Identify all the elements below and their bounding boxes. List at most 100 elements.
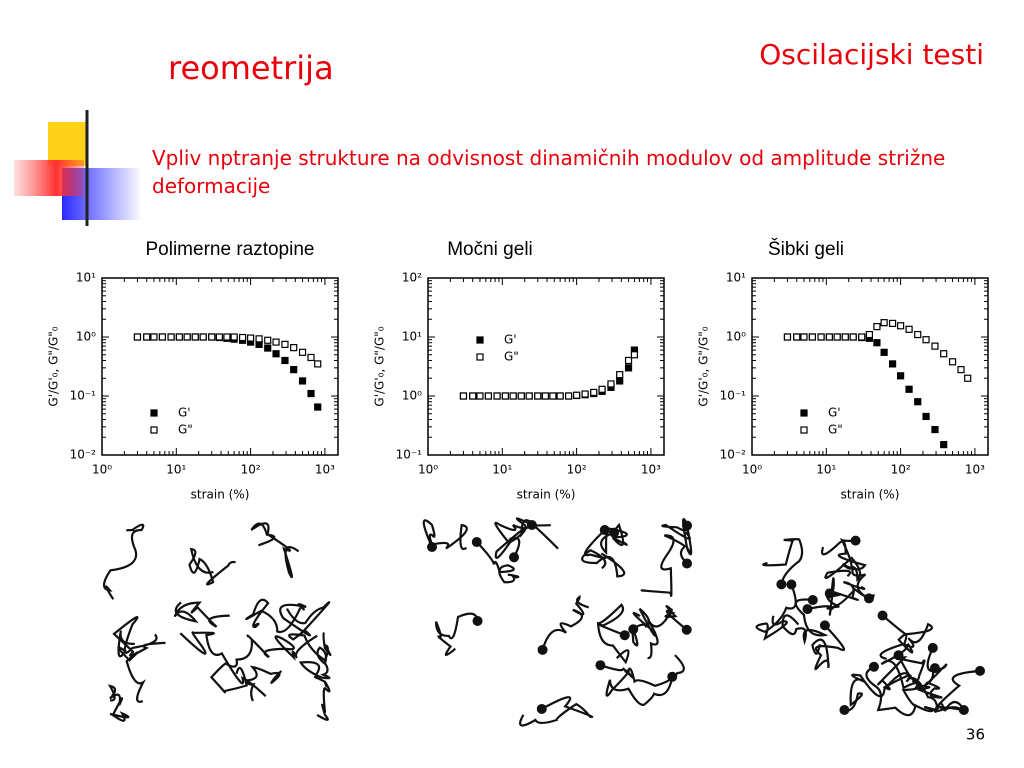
chain [279,601,331,637]
network-drawing [102,522,332,722]
chain [107,684,130,722]
data-point [808,333,817,341]
crosslink [509,552,520,563]
deco-yellow [48,122,88,166]
data-point [133,333,142,341]
legend-label: G' [828,406,841,420]
legend-marker [800,426,808,434]
data-point [581,390,589,398]
chain [811,624,846,671]
data-point [150,333,158,341]
chain [596,603,630,665]
crosslink [877,610,888,621]
chain [605,669,674,706]
data-point [290,344,298,352]
data-point [624,364,633,372]
data-point [208,333,216,341]
data-point [281,356,289,365]
x-tick-label: 10¹ [816,463,836,477]
x-axis-label: strain (%) [191,488,250,502]
chain [600,522,628,556]
data-point [247,334,255,342]
chain [475,541,520,584]
x-tick-label: 10³ [641,463,661,477]
data-point [314,403,322,411]
legend-marker [800,409,808,417]
data-point [255,335,263,343]
y-tick-label: 10⁰ [402,389,422,403]
data-point [476,392,484,400]
data-point [307,353,315,362]
crosslink [681,624,692,635]
data-point [940,350,948,358]
chain [600,654,685,687]
crosslink [975,665,985,676]
x-tick-label: 10⁰ [418,463,438,477]
chart-title: Močni geli [447,239,533,260]
data-point [948,358,957,366]
data-point [964,374,972,382]
legend-label: G' [504,333,517,347]
data-point [509,392,517,400]
data-point [281,340,289,348]
chain [913,669,981,713]
data-point [298,377,307,385]
chain [647,604,688,660]
data-point [590,388,598,397]
data-point [549,392,557,400]
chain [581,529,626,578]
crosslink [786,579,797,590]
crosslink [536,703,547,714]
crosslink [682,520,692,531]
plot-frame [751,277,989,456]
x-tick-label: 10³ [965,463,985,477]
chain [494,517,559,559]
data-point [888,319,897,328]
chain [881,614,933,654]
data-point [793,333,801,341]
legend-marker [476,336,484,344]
crosslink [471,537,482,548]
data-point [564,392,573,400]
chain [250,522,300,579]
chain [844,672,911,712]
data-point [616,371,624,379]
crosslink [537,644,548,655]
chain [117,630,147,703]
legend-label: G' [178,406,191,420]
x-tick-label: 10¹ [492,463,512,477]
data-point [914,398,922,406]
chain [298,646,331,680]
data-point [143,333,151,341]
data-point [493,392,501,400]
data-point [307,389,315,398]
data-point [607,380,615,388]
data-point [167,333,175,341]
chain [494,521,551,558]
data-point [272,338,280,346]
data-point [158,333,167,341]
crosslink [958,705,969,715]
data-point [230,333,238,341]
chain [112,616,166,657]
data-point [922,336,930,344]
legend-marker [150,409,158,417]
crosslink [868,661,879,672]
data-point [290,366,298,374]
slide-title: reometrija [168,49,334,87]
chain [541,595,590,651]
data-point [501,392,509,400]
chain [755,584,797,641]
y-tick-label: 10¹ [726,271,746,285]
page-number: 36 [966,726,985,744]
data-point [931,425,939,434]
crosslink [802,604,813,615]
chart-title: Šibki geli [768,238,844,260]
chart-title: Polimerne raztopine [146,239,315,260]
data-point [630,351,639,359]
data-point [880,348,888,356]
x-tick-label: 10³ [315,463,335,477]
data-point [238,333,247,342]
y-tick-label: 10⁻¹ [396,448,423,462]
